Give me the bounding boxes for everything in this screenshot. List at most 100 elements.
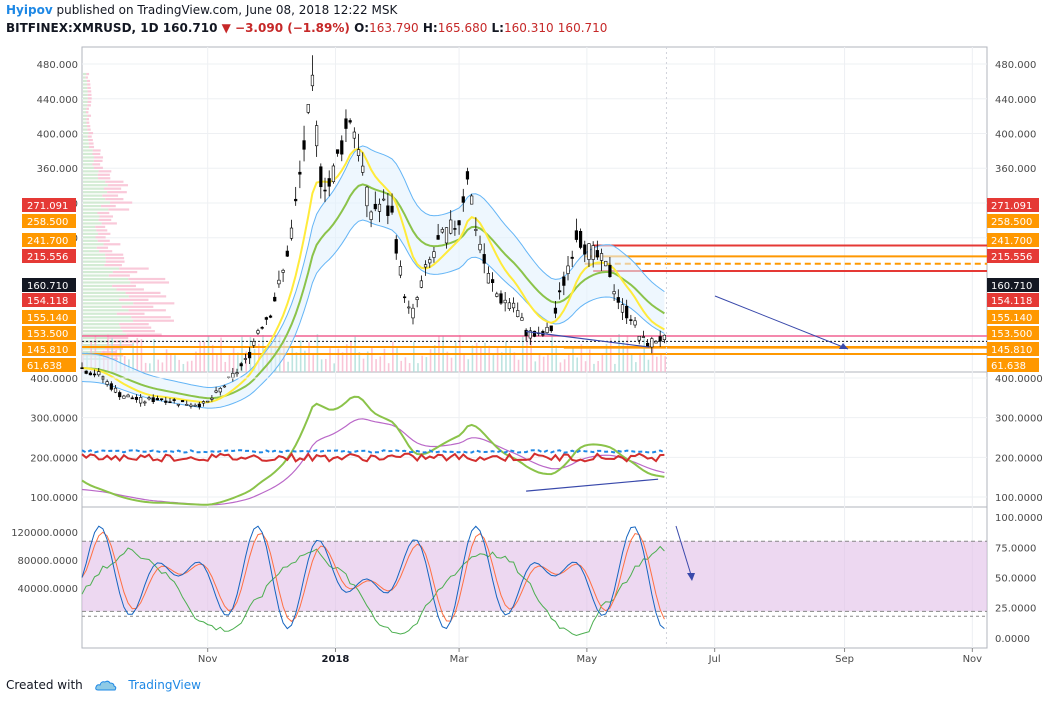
price-tag-left-0 xyxy=(22,198,76,212)
price-tag-right-5 xyxy=(987,293,1039,307)
volume-profile-bar-down xyxy=(85,76,88,79)
candle-up xyxy=(591,245,595,260)
candle-up xyxy=(486,273,491,284)
volume-profile-bar-up xyxy=(83,163,93,166)
volume-profile-bar-up xyxy=(83,222,102,225)
volume-profile-bar-down xyxy=(87,135,92,138)
x-label-5: Sep xyxy=(835,654,854,665)
price-tick-left-3: 360.000 xyxy=(37,164,78,175)
candle-up xyxy=(315,125,319,147)
stoch-tick-right-1: 75.0000 xyxy=(995,543,1036,554)
volume-profile-bar-down xyxy=(87,125,91,128)
volume-bar xyxy=(563,359,566,372)
candle-down xyxy=(239,363,243,367)
price-tag-left-5 xyxy=(22,293,76,307)
price-tick-right-0: 480.000 xyxy=(995,60,1036,71)
volume-bar xyxy=(639,352,641,372)
volume-profile-bar-down xyxy=(86,72,90,76)
price-tick-right-2: 400.000 xyxy=(995,130,1036,141)
candle-up xyxy=(637,335,641,341)
volume-profile-bar-up xyxy=(83,72,87,76)
author-name[interactable]: Hyipov xyxy=(6,3,53,17)
volume-profile-bar-down xyxy=(87,83,91,86)
candle-down xyxy=(92,373,97,376)
volume-bar xyxy=(530,338,532,372)
candle-down xyxy=(348,120,352,123)
candle-up xyxy=(495,293,499,297)
stoch-tick-right-0: 100.0000 xyxy=(995,513,1043,524)
candle-up xyxy=(361,165,365,173)
candle-down xyxy=(134,396,139,400)
volume-profile-bar-up xyxy=(83,194,103,197)
volume-profile-bar-down xyxy=(133,319,174,322)
volume-bar xyxy=(463,353,465,372)
volume-profile-bar-down xyxy=(86,121,90,124)
candle-up xyxy=(650,338,654,348)
volume-profile-bar-down xyxy=(107,184,129,187)
candle-up xyxy=(377,203,382,212)
volume-bar xyxy=(588,349,591,372)
volume-profile-bar-up xyxy=(83,135,88,138)
volume-profile-bar-up xyxy=(83,79,87,83)
tradingview-brand-link[interactable]: TradingView xyxy=(128,678,201,692)
osc-trendline xyxy=(526,478,659,492)
volume-bar xyxy=(203,341,206,372)
symbol-label: BITFINEX:XMRUSD, 1D xyxy=(6,21,159,35)
x-label-0: Nov xyxy=(198,654,218,665)
candle-up xyxy=(599,253,604,261)
price-tag-left-label-2: 241.700 xyxy=(27,236,68,247)
candle-down xyxy=(465,171,470,180)
published-text: published on TradingView.com, June 08, 2… xyxy=(56,3,398,17)
volume-bar xyxy=(576,357,578,372)
price-tag-left-label-4: 160.710 xyxy=(27,281,68,292)
candle-down xyxy=(247,351,252,359)
candle-down xyxy=(319,166,323,188)
volume-profile-bar-down xyxy=(116,312,145,315)
candle-up xyxy=(419,280,423,288)
volume-bar xyxy=(337,348,340,372)
volume-bar xyxy=(660,354,662,372)
volume-bar xyxy=(492,353,495,372)
projection-arrow-line xyxy=(714,295,849,350)
candle-up xyxy=(256,330,260,334)
candle-down xyxy=(436,235,440,240)
volume-profile-bar-up xyxy=(83,347,106,350)
volume-bar xyxy=(400,360,403,372)
volume-profile-bar-up xyxy=(83,90,88,93)
volume-profile-bar-down xyxy=(98,170,112,173)
price-tag-left-3 xyxy=(22,249,76,263)
volume-profile-bar-up xyxy=(83,302,134,305)
price-tag-left-7 xyxy=(22,326,76,340)
volume-profile-bar-down xyxy=(105,257,125,260)
high-value: 165.680 xyxy=(437,21,488,35)
volume-profile-bar-up xyxy=(83,295,129,298)
candle-up xyxy=(97,371,101,376)
volume-profile-bar-down xyxy=(105,198,124,201)
volume-profile-bar-up xyxy=(83,270,113,274)
volume-bar xyxy=(333,363,335,372)
volume-profile-bar-up xyxy=(83,170,99,173)
volume-bar xyxy=(123,356,126,372)
candle-up xyxy=(528,330,532,339)
price-tag-right-label-3: 215.556 xyxy=(991,252,1032,263)
volume-profile-bar-down xyxy=(112,284,136,288)
volume-bar xyxy=(232,345,235,372)
x-label-4: Jul xyxy=(708,654,721,665)
tradingview-cloud-icon[interactable] xyxy=(94,680,117,692)
volume-bar xyxy=(647,359,650,372)
price-tag-left-8 xyxy=(22,342,76,356)
volume-profile-bar-up xyxy=(83,132,89,135)
volume-bar xyxy=(664,356,666,372)
volume-bar xyxy=(358,352,361,372)
volume-profile-bar-down xyxy=(93,159,103,162)
volume-bar xyxy=(169,353,172,372)
volume-profile-bar-down xyxy=(112,270,138,274)
header-line-2: BITFINEX:XMRUSD, 1D 160.710 ▼ −3.090 (−1… xyxy=(6,21,607,35)
volume-profile-bar-up xyxy=(83,198,106,201)
price-tag-left-label-8: 145.810 xyxy=(27,345,68,356)
volume-profile-bar-down xyxy=(107,191,127,194)
volume-profile-bar-up xyxy=(83,257,106,260)
stoch-tick-right-2: 50.0000 xyxy=(995,574,1036,585)
price-tag-left-1 xyxy=(22,214,76,228)
